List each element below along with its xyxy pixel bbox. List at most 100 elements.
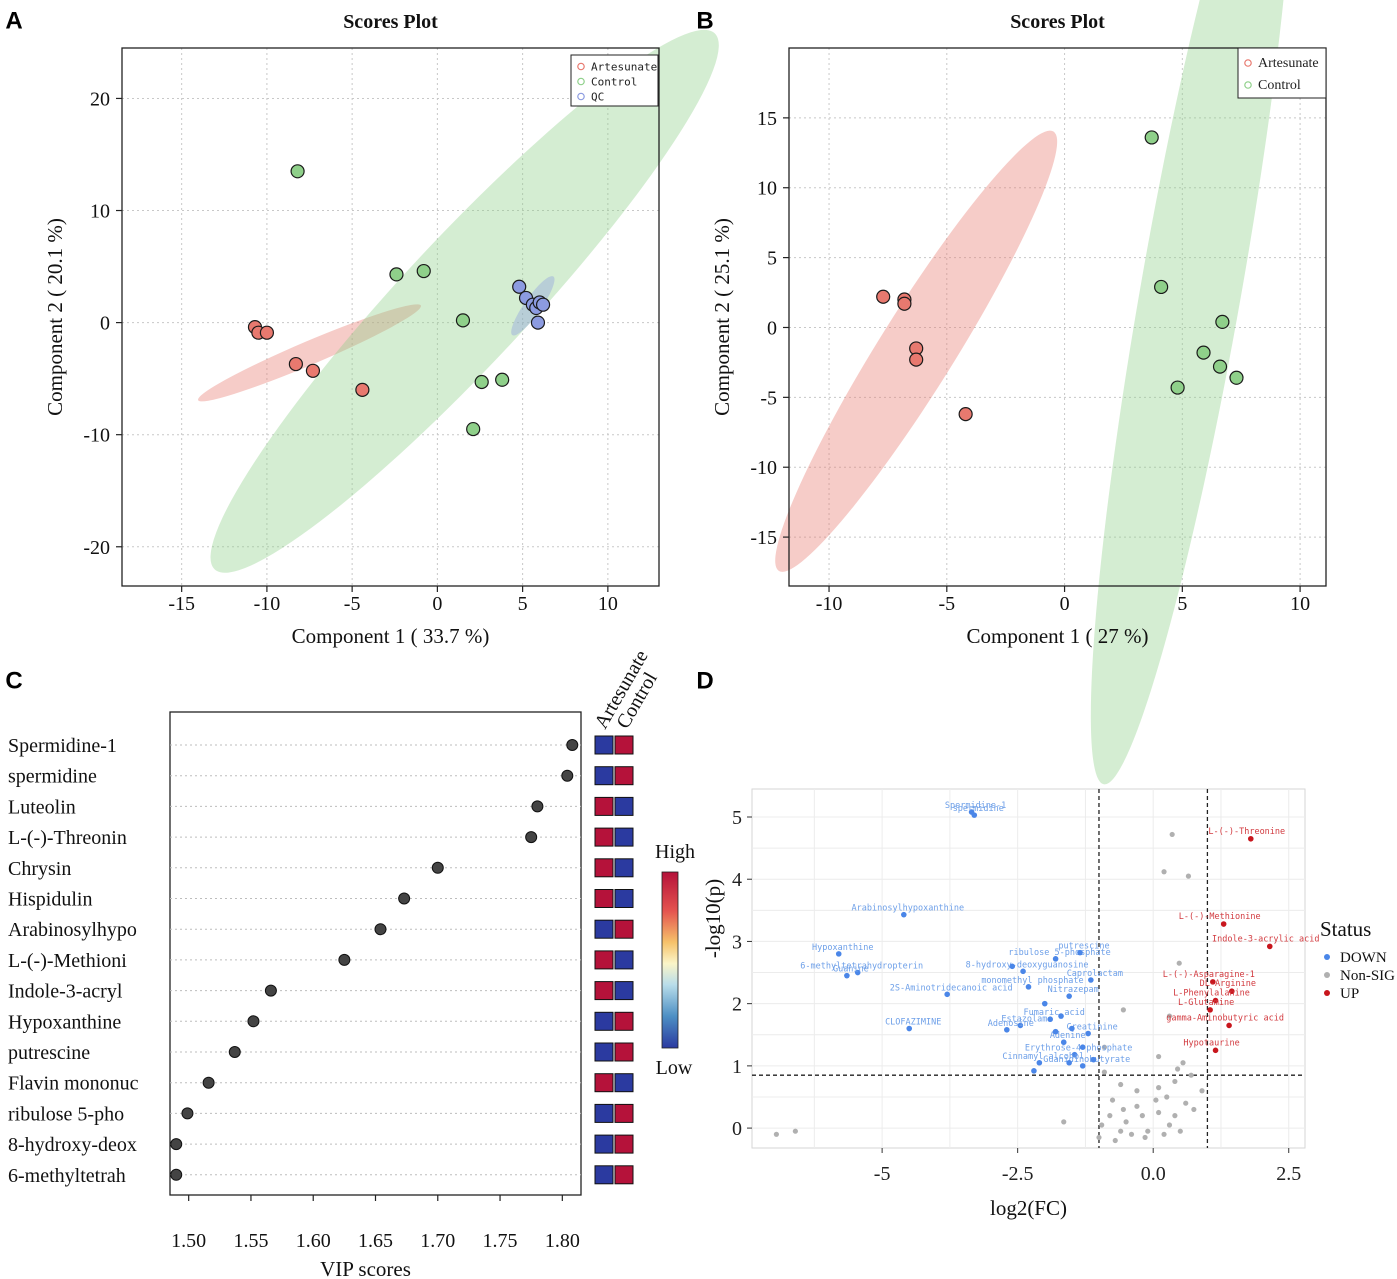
heatmap-cell-artesunate (594, 735, 614, 755)
down-point (835, 951, 842, 957)
legend-label-artesunate: Artesunate (1258, 56, 1319, 71)
nonsig-point (1191, 1106, 1197, 1113)
x-tick-label: 5 (1177, 593, 1187, 615)
nonsig-point (792, 1128, 798, 1134)
down-point-label: Estazolam (1001, 1014, 1047, 1024)
up-point (1220, 921, 1227, 927)
heatmap-cell-artesunate (594, 796, 614, 816)
nonsig-point (1188, 1072, 1194, 1078)
point-artesunate (305, 363, 321, 378)
down-point (1066, 993, 1072, 999)
y-tick-label: 20 (90, 88, 110, 110)
point-artesunate (876, 289, 891, 304)
nonsig-point (1107, 1113, 1113, 1119)
nonsig-point (1177, 1128, 1183, 1134)
down-point (1088, 977, 1094, 983)
heatmap-cell-control (614, 796, 634, 816)
heatmap-cell-artesunate (594, 950, 614, 970)
plot-frame (121, 47, 660, 587)
legend-label-up: UP (1340, 986, 1359, 1002)
vip-point (374, 923, 387, 936)
heatmap-cell-artesunate (594, 1042, 614, 1062)
down-point-label: ribulose 5-phosphate (1008, 948, 1110, 958)
heatmap-cell-control (614, 858, 634, 878)
x-tick-label: -5 (344, 593, 361, 615)
nonsig-point (1172, 1078, 1178, 1085)
down-point-label: CLOFAZIMINE (885, 1018, 941, 1028)
vip-point (264, 984, 277, 997)
x-tick-label: 1.70 (420, 1230, 455, 1252)
down-point-label: Adenine (1050, 1031, 1086, 1041)
point-qc (535, 297, 551, 312)
legend-marker-qc (577, 92, 585, 101)
metabolite-label: spermidine (8, 766, 97, 788)
y-tick-label: 4 (732, 869, 742, 891)
down-point (1036, 1059, 1043, 1066)
vip-point (181, 1107, 194, 1120)
down-point (1066, 1059, 1072, 1066)
metabolite-label: Arabinosylhypo (8, 919, 137, 941)
vip-point (170, 1138, 183, 1151)
panel-b-scores-plot: -10 -5 0 5 10 15 10 5 0 -5 -10 -15 Scores Plot Compon… (710, 0, 1327, 785)
y-tick-label: 10 (90, 201, 110, 223)
up-point (1212, 997, 1219, 1004)
vip-point (247, 1015, 260, 1028)
heatmap-cell-artesunate (594, 1011, 614, 1031)
up-point-label: L-Phenylalanine (1173, 989, 1250, 999)
heatmap-cell-artesunate (594, 766, 614, 786)
down-point-label: Fumaric acid (1023, 1008, 1084, 1018)
down-point-label: putrescine (1058, 942, 1109, 952)
point-control (474, 374, 489, 390)
heatmap-cell-artesunate (594, 1134, 614, 1154)
metabolite-label: L-(-)-Methioni (8, 950, 127, 972)
colorbar (661, 871, 679, 1049)
y-tick-label: -10 (83, 425, 110, 447)
chart-title: Scores Plot (1010, 11, 1105, 33)
up-point-label: Hypotaurine (1183, 1038, 1239, 1048)
up-point-label: L-(-)-Methionine (1179, 912, 1261, 922)
down-point (1020, 968, 1026, 975)
down-point-label: 2S-Aminotridecanoic acid (890, 983, 1013, 993)
metabolite-label: ribulose 5-pho (8, 1103, 124, 1125)
x-tick-label: -5 (874, 1163, 891, 1185)
down-point-label: Creatinine (1067, 1023, 1118, 1033)
point-artesunate (288, 356, 303, 372)
down-point (1071, 1051, 1078, 1058)
legend-marker-artesunate (1244, 59, 1252, 67)
point-control (495, 372, 510, 387)
nonsig-point (1139, 1113, 1145, 1119)
point-qc (530, 315, 546, 330)
legend-box (570, 54, 659, 107)
heatmap-cell-artesunate (594, 827, 614, 847)
metabolite-label: Hypoxanthine (8, 1011, 121, 1033)
heatmap-cell-control (614, 919, 634, 939)
up-point (1210, 979, 1216, 985)
down-point-label: Guanine (833, 965, 869, 975)
up-point (1207, 1007, 1213, 1013)
nonsig-point (1096, 1134, 1102, 1141)
nonsig-point (1101, 1044, 1108, 1050)
nonsig-point (1134, 1103, 1140, 1109)
point-control (455, 313, 471, 328)
down-point (1090, 1056, 1097, 1063)
ellipse-artesunate (198, 304, 422, 402)
x-tick-label: -10 (816, 593, 843, 615)
down-point-label: spermidine (953, 804, 1004, 814)
x-axis-label: Component 1 ( 27 %) (967, 624, 1149, 648)
metabolite-label: Indole-3-acryl (8, 981, 123, 1003)
vip-point (525, 831, 538, 844)
heatmap-cell-control (614, 1134, 634, 1154)
nonsig-point (1166, 1122, 1173, 1128)
metabolite-label: putrescine (8, 1042, 90, 1064)
point-artesunate (259, 325, 275, 340)
panel-letter-b: B (696, 7, 713, 34)
x-tick-label: 2.5 (1276, 1163, 1301, 1185)
panel-letter-c: C (5, 667, 22, 694)
panel-a-scores-plot: -15 -10 -5 0 5 10 20 10 0 -10 -20 Scores Plot Compon… (43, 11, 719, 648)
down-point-label: 6-methyltetrahydropterin (800, 962, 923, 972)
down-point (854, 969, 861, 976)
heatmap-cell-artesunate (594, 1165, 614, 1185)
heatmap-cell-artesunate (594, 889, 614, 908)
heatmap-cell-artesunate (594, 1103, 614, 1123)
